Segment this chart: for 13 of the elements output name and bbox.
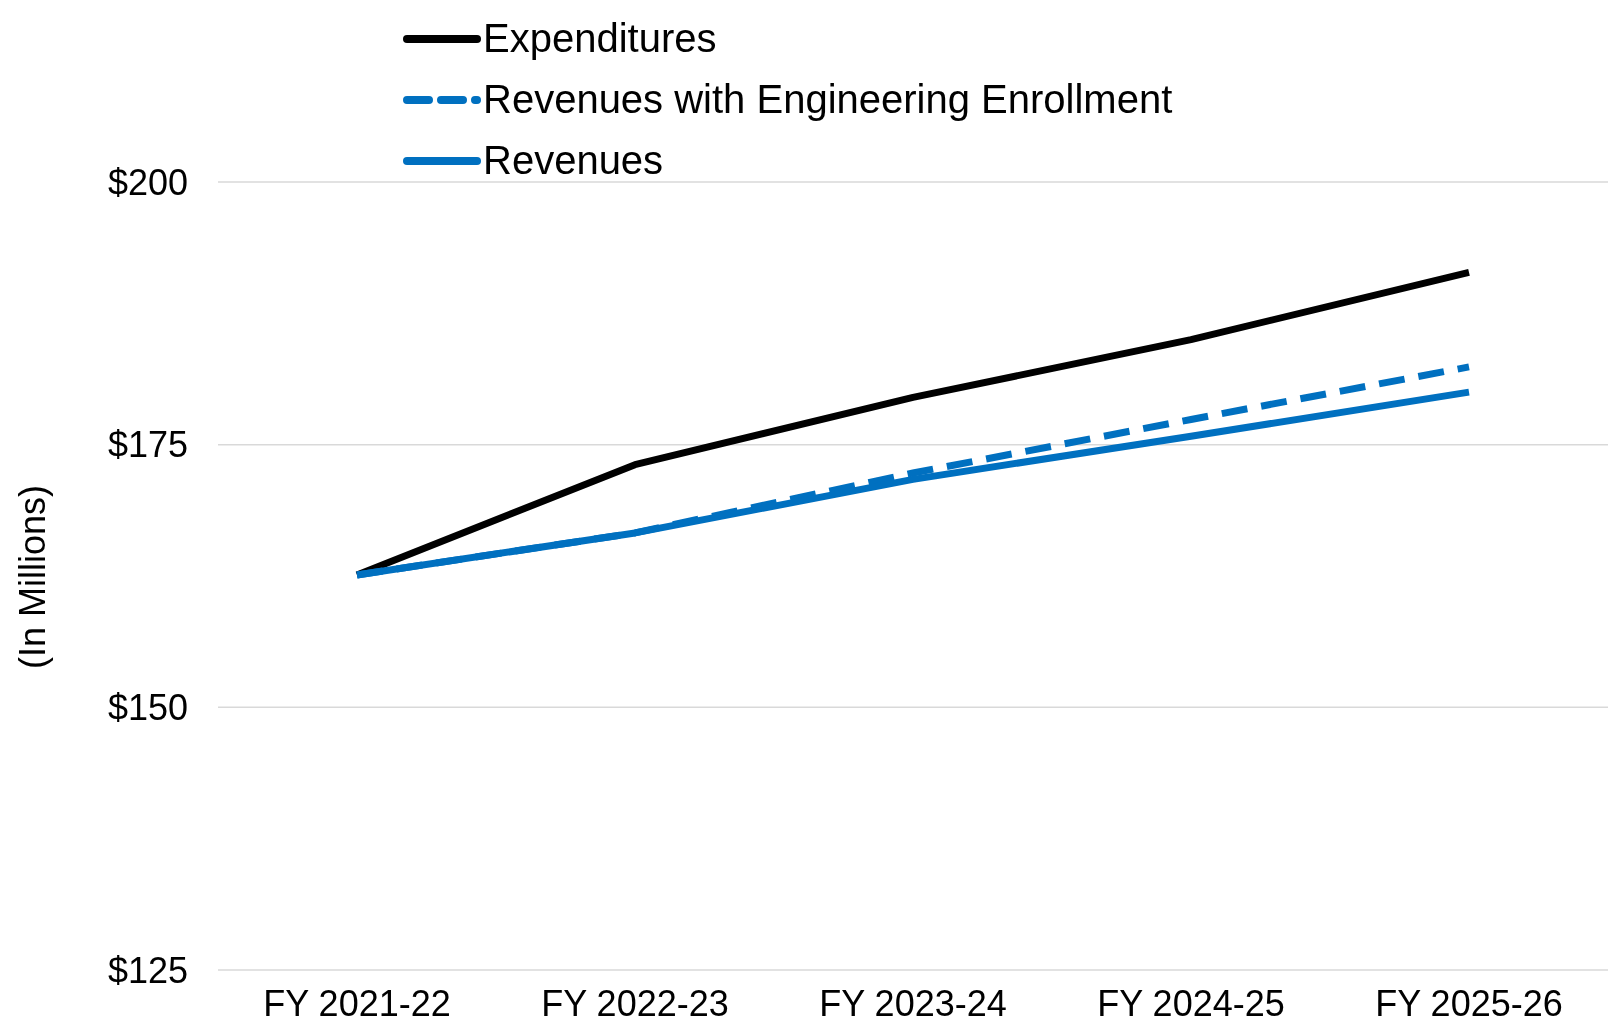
x-tick-label: FY 2024-25 <box>1097 982 1285 1024</box>
legend-label: Revenues with Engineering Enrollment <box>483 77 1173 122</box>
x-tick-label: FY 2025-26 <box>1375 982 1563 1024</box>
x-tick-label: FY 2023-24 <box>819 982 1007 1024</box>
x-tick-label: FY 2022-23 <box>541 982 729 1024</box>
y-tick-label: $125 <box>107 949 188 991</box>
y-tick-label: $175 <box>107 424 188 466</box>
x-tick-label: FY 2021-22 <box>263 982 451 1024</box>
legend-label: Expenditures <box>483 16 717 61</box>
y-tick-label: $200 <box>107 161 188 203</box>
y-axis-title: (In Millions) <box>12 484 54 669</box>
legend-label: Revenues <box>483 138 664 183</box>
y-tick-label: $150 <box>107 687 188 729</box>
